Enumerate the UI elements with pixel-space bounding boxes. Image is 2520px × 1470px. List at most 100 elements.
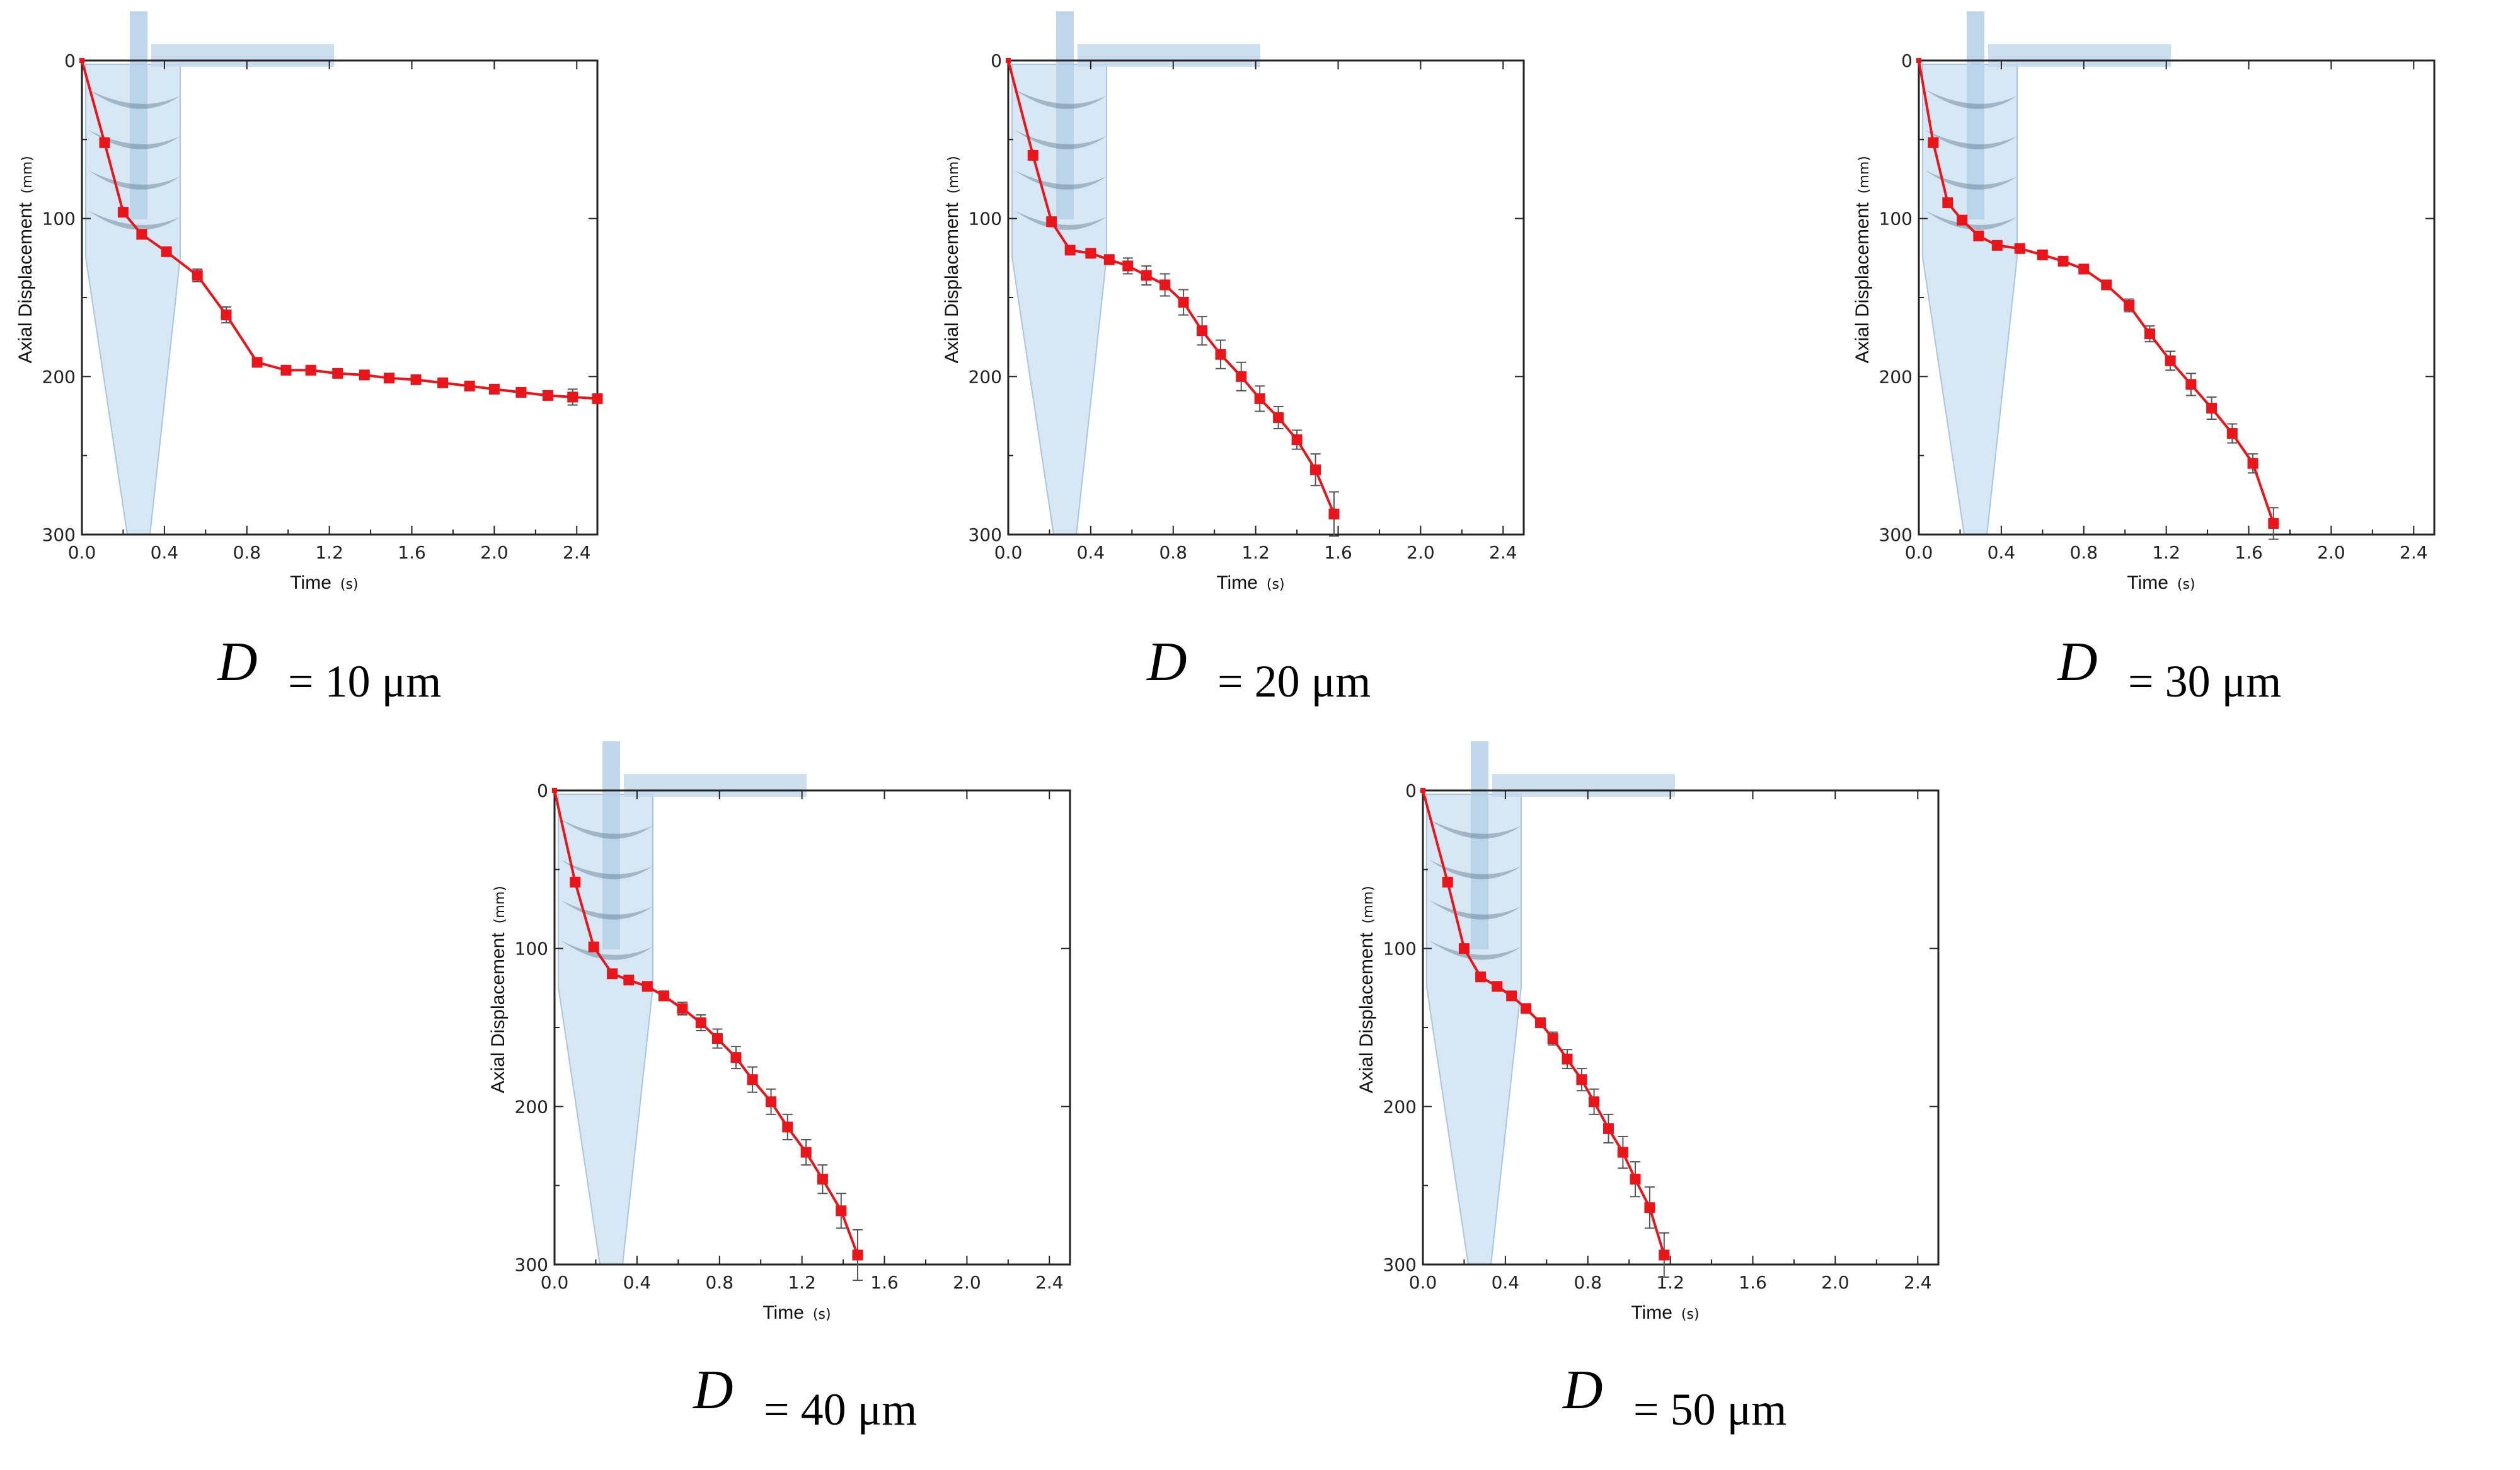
- data-point: [567, 391, 578, 403]
- chart-panel-d10: 0.0 0.4 0.8 1.2 1.6 2.0 2.4 0 100 200 300 Time (s) Ax…: [13, 11, 643, 593]
- data-point: [1973, 230, 1984, 241]
- y-tick-label: 0: [1405, 780, 1417, 801]
- data-point: [2057, 255, 2069, 267]
- cyclone-helix: [561, 900, 653, 920]
- data-point: [1420, 788, 1425, 793]
- data-point: [2078, 263, 2090, 275]
- data-point: [1475, 971, 1487, 983]
- error-bars: [1104, 254, 1339, 537]
- caption-value: = 30 μm: [2128, 656, 2282, 707]
- data-point: [766, 1096, 777, 1108]
- data-point: [1027, 149, 1038, 161]
- cyclone-vortex-finder: [1056, 11, 1074, 219]
- data-point: [2165, 355, 2176, 366]
- x-tick-label: 2.4: [1904, 1272, 1932, 1293]
- x-tick-label: 0.4: [1492, 1272, 1520, 1293]
- cyclone-illustration: [1922, 11, 2171, 535]
- cyclone-helix: [88, 170, 180, 190]
- y-axis-unit: (mm): [946, 156, 962, 194]
- data-point: [464, 380, 475, 391]
- y-axis-label: Axial Displacement: [15, 202, 36, 364]
- cyclone-inlet: [1492, 774, 1675, 797]
- chart-svg-d10: 0.0 0.4 0.8 1.2 1.6 2.0 2.4 0 100 200 300 Time (s) Ax…: [15, 11, 603, 593]
- caption-symbol: D: [693, 1360, 734, 1421]
- chart-svg-d40: 0.0 0.4 0.8 1.2 1.6 2.0 2.4 0 100 200 300 Time (s) Ax…: [488, 741, 1071, 1323]
- data-point: [2206, 402, 2218, 414]
- data-point: [1916, 58, 1921, 63]
- data-point: [251, 357, 263, 368]
- data-point: [800, 1147, 812, 1158]
- y-tick-label: 300: [1383, 1254, 1417, 1275]
- x-axis-label: Time: [1631, 1302, 1672, 1323]
- data-point: [1197, 325, 1208, 337]
- x-axis-label: Time: [2127, 572, 2168, 593]
- data-point: [1141, 270, 1152, 281]
- chart-panel-d30: 0.0 0.4 0.8 1.2 1.6 2.0 2.4 0 100 200 300 Time (s) Ax…: [1850, 11, 2480, 593]
- data-point: [1291, 434, 1303, 446]
- cyclone-helix: [88, 90, 180, 109]
- error-bars: [659, 990, 863, 1282]
- data-point: [1064, 245, 1076, 256]
- x-tick-label: 1.6: [398, 542, 426, 563]
- data-point: [1630, 1174, 1641, 1185]
- data-point: [1602, 1123, 1614, 1134]
- x-tick-label: 1.2: [788, 1272, 816, 1293]
- data-point: [1046, 216, 1057, 228]
- data-point: [730, 1052, 742, 1063]
- cyclone-helix: [1429, 940, 1521, 960]
- x-axis-unit: (s): [2177, 577, 2195, 593]
- y-tick-label: 100: [1879, 209, 1913, 229]
- chart-svg-d20: 0.0 0.4 0.8 1.2 1.6 2.0 2.4 0 100 200 300 Time (s) Ax…: [941, 11, 1525, 593]
- data-point: [79, 58, 84, 63]
- y-tick-label: 300: [969, 524, 1002, 545]
- cyclone-illustration: [1426, 741, 1675, 1265]
- cyclone-helix: [1429, 819, 1521, 839]
- cyclone-vortex-finder: [130, 11, 147, 219]
- data-point: [1644, 1202, 1655, 1213]
- data-point: [1310, 464, 1321, 475]
- x-tick-label: 0.8: [1574, 1272, 1602, 1293]
- data-point: [747, 1074, 758, 1085]
- x-tick-label: 1.6: [870, 1272, 899, 1293]
- data-point: [332, 368, 343, 379]
- y-axis-label: Axial Displacement: [941, 202, 962, 364]
- data-point: [437, 377, 449, 388]
- data-point: [1991, 240, 2003, 251]
- x-tick-label: 1.6: [1324, 542, 1352, 563]
- cyclone-helix: [1429, 860, 1521, 879]
- y-tick-label: 100: [42, 209, 76, 229]
- chart-svg-d30: 0.0 0.4 0.8 1.2 1.6 2.0 2.4 0 100 200 300 Time (s) Ax…: [1852, 11, 2436, 593]
- data-point: [836, 1205, 847, 1217]
- cyclone-helix: [1925, 90, 2017, 109]
- y-axis-title: Axial Displacement (mm): [941, 156, 962, 363]
- cyclone-illustration: [85, 11, 334, 535]
- x-tick-label: 2.4: [1035, 1272, 1064, 1293]
- chart-panel-d40: 0.0 0.4 0.8 1.2 1.6 2.0 2.4 0 100 200 300 Time (s) Ax…: [485, 741, 1115, 1323]
- y-axis-unit: (mm): [1361, 886, 1376, 923]
- caption-symbol: D: [2057, 632, 2098, 693]
- y-tick-label: 0: [1901, 50, 1913, 71]
- y-tick-label: 200: [969, 366, 1002, 387]
- data-point: [136, 229, 147, 240]
- data-point: [1006, 58, 1011, 63]
- y-tick-label: 0: [64, 50, 76, 71]
- x-tick-label: 1.2: [1656, 1272, 1684, 1293]
- x-tick-label: 2.4: [1489, 542, 1517, 563]
- data-point: [2101, 279, 2112, 291]
- x-tick-label: 2.0: [953, 1272, 981, 1293]
- data-point: [117, 207, 129, 218]
- y-axis-unit: (mm): [492, 886, 508, 923]
- cyclone-helix: [561, 940, 653, 960]
- data-point: [658, 990, 669, 1002]
- x-tick-label: 0.0: [68, 542, 96, 563]
- data-point: [280, 364, 292, 376]
- y-axis-title: Axial Displacement (mm): [15, 156, 36, 363]
- caption-value: = 20 μm: [1217, 656, 1371, 707]
- x-axis-unit: (s): [1267, 577, 1285, 593]
- y-axis-label: Axial Displacement: [1852, 202, 1873, 364]
- data-point: [1159, 279, 1171, 291]
- cyclone-helix: [1015, 90, 1107, 109]
- y-axis-title: Axial Displacement (mm): [488, 886, 509, 1093]
- data-point: [852, 1249, 863, 1261]
- data-point: [1942, 197, 1953, 209]
